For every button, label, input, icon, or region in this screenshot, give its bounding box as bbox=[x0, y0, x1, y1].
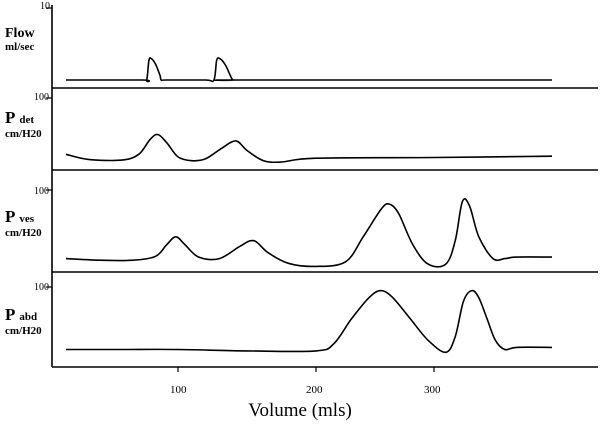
flow-panel-label: Flow ml/sec bbox=[5, 26, 35, 53]
x-axis-title: Volume (mls) bbox=[248, 400, 352, 421]
pdet-trace bbox=[65, 133, 553, 164]
pabd-ymax-label: 100 bbox=[34, 282, 49, 293]
flow-label: Flow bbox=[5, 26, 35, 41]
x-tick-label-200: 200 bbox=[306, 384, 323, 396]
pdet-panel-label: P det cm/H20 bbox=[5, 108, 42, 140]
pabd-unit: cm/H20 bbox=[5, 324, 42, 337]
pabd-label: P bbox=[5, 305, 16, 324]
pves-unit: cm/H20 bbox=[5, 226, 42, 239]
x-tick-label-300: 300 bbox=[424, 384, 441, 396]
flow-unit: ml/sec bbox=[5, 41, 35, 54]
pdet-label: P bbox=[5, 108, 16, 127]
pves-panel-label: P ves cm/H20 bbox=[5, 207, 42, 239]
pabd-subscript: abd bbox=[19, 311, 38, 323]
pves-subscript: ves bbox=[19, 213, 35, 225]
pves-ymax-label: 100 bbox=[34, 186, 49, 197]
pdet-subscript: det bbox=[19, 114, 35, 126]
pabd-panel-label: P abd cm/H20 bbox=[5, 305, 42, 337]
pabd-trace bbox=[66, 289, 553, 354]
flow-trace bbox=[65, 57, 552, 83]
pves-label: P bbox=[5, 207, 16, 226]
x-tick-label-100: 100 bbox=[170, 384, 187, 396]
flow-ymax-label: 10 bbox=[40, 1, 50, 12]
pves-trace bbox=[65, 198, 553, 268]
pdet-ymax-label: 100 bbox=[34, 92, 49, 103]
pdet-unit: cm/H20 bbox=[5, 127, 42, 140]
